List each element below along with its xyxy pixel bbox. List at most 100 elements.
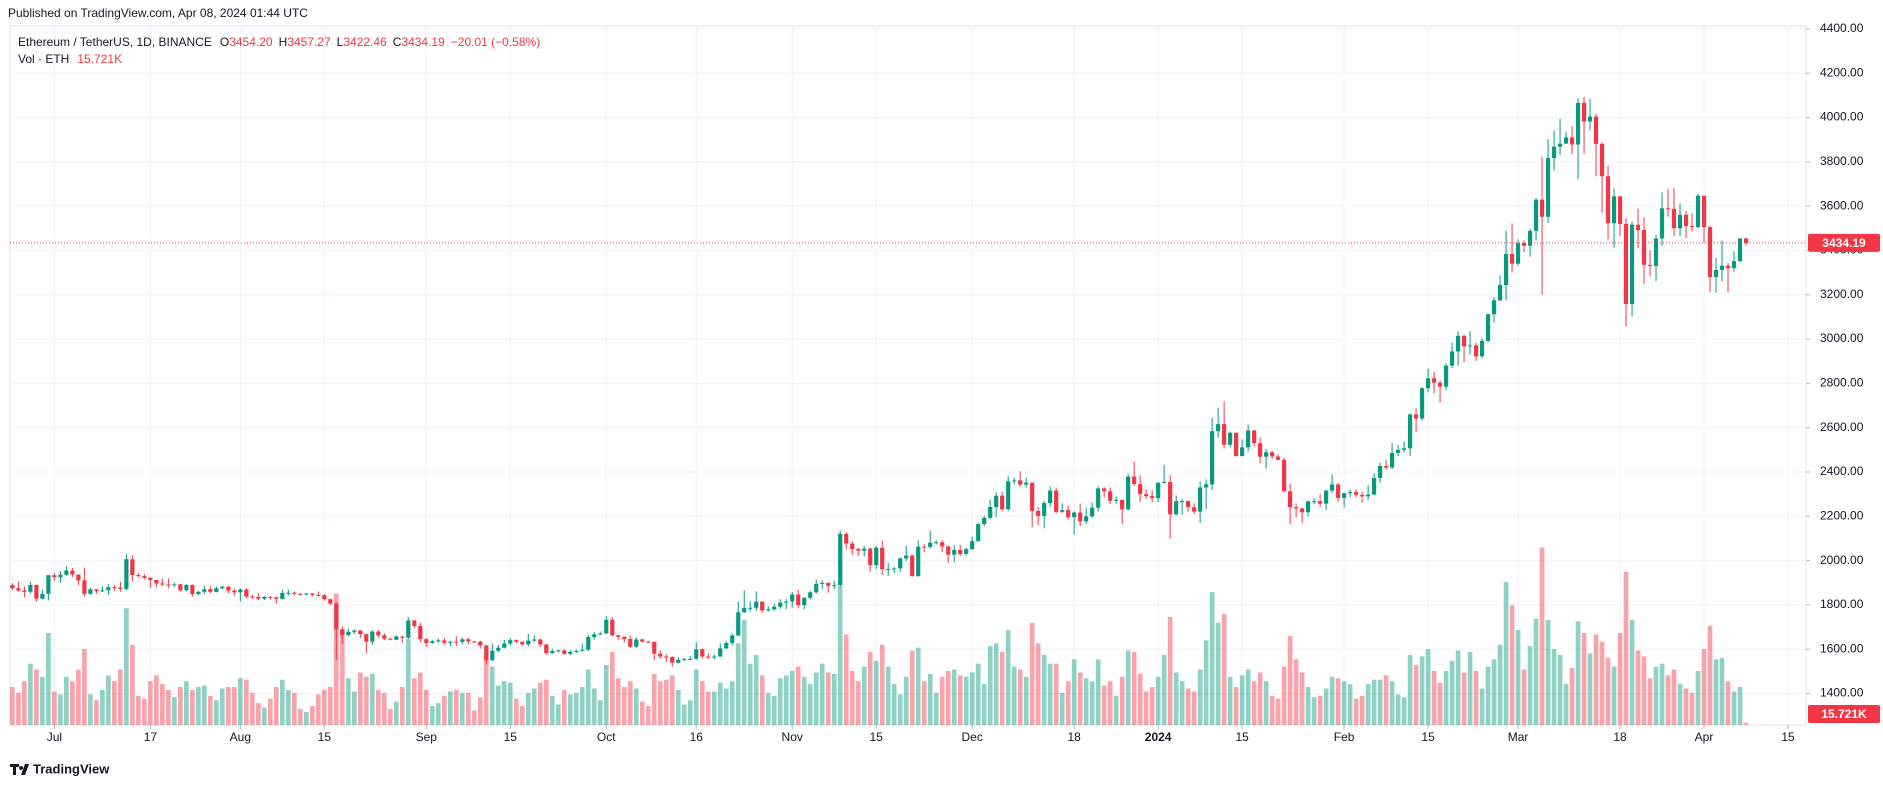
legend-volume: Vol · ETH 15.721K bbox=[18, 51, 540, 68]
candle-body bbox=[520, 641, 525, 645]
candle-body bbox=[1689, 226, 1695, 228]
volume-bar bbox=[783, 675, 789, 725]
candle-body bbox=[262, 596, 267, 599]
volume-bar bbox=[1017, 669, 1023, 725]
volume-bar bbox=[447, 691, 453, 725]
candle-body bbox=[1611, 196, 1617, 224]
volume-bar bbox=[1335, 678, 1341, 725]
candle-body bbox=[718, 648, 723, 657]
ohlc-key: L bbox=[336, 35, 344, 49]
candle-body bbox=[1593, 116, 1599, 144]
volume-bar bbox=[1215, 622, 1221, 725]
volume-bar bbox=[1281, 666, 1287, 725]
volume-bar bbox=[1743, 722, 1749, 725]
volume-bar bbox=[1365, 684, 1371, 725]
x-tick-label: 15 bbox=[1235, 730, 1249, 744]
candle-body bbox=[1276, 456, 1281, 460]
volume-bar bbox=[507, 682, 513, 725]
volume-bar bbox=[1497, 644, 1503, 725]
candle-body bbox=[982, 517, 987, 525]
volume-bar bbox=[142, 698, 147, 725]
volume-bar bbox=[609, 652, 615, 725]
volume-bar bbox=[981, 684, 987, 725]
candle-body bbox=[448, 641, 453, 643]
volume-bar bbox=[309, 706, 315, 725]
legend: Ethereum / TetherUS, 1D, BINANCE O3454.20… bbox=[18, 34, 540, 68]
volume-bar bbox=[1509, 605, 1515, 725]
candle-body bbox=[1228, 432, 1233, 445]
volume-bar bbox=[921, 681, 927, 725]
volume-bar bbox=[136, 695, 141, 725]
candle-body bbox=[1060, 510, 1065, 512]
candle-body bbox=[76, 574, 81, 581]
candle-body bbox=[1270, 452, 1275, 457]
candle-body bbox=[1018, 480, 1023, 485]
candle-body bbox=[826, 582, 831, 586]
candle-body bbox=[1258, 443, 1263, 457]
candle-body bbox=[316, 594, 321, 596]
candle-body bbox=[1324, 490, 1329, 504]
volume-bar bbox=[831, 673, 837, 725]
volume-bar bbox=[1005, 630, 1011, 725]
volume-bar bbox=[1449, 660, 1455, 725]
candle-body bbox=[1264, 452, 1269, 457]
volume-bar bbox=[1119, 676, 1125, 725]
candle-body bbox=[310, 593, 315, 595]
candle-body bbox=[1066, 510, 1071, 518]
volume-bar bbox=[184, 681, 189, 725]
candle-body bbox=[1551, 146, 1557, 159]
candle-body bbox=[46, 575, 51, 594]
candle-body bbox=[466, 639, 471, 642]
x-tick-label: Aug bbox=[230, 730, 251, 744]
candle-body bbox=[646, 641, 651, 643]
y-tick-label: 1400.00 bbox=[1820, 686, 1864, 700]
volume-bar bbox=[861, 666, 867, 725]
volume-bar bbox=[1293, 659, 1299, 725]
candle-body bbox=[1557, 143, 1563, 147]
candle-body bbox=[1419, 388, 1425, 419]
candle-body bbox=[1665, 208, 1671, 210]
candle-body bbox=[946, 546, 951, 555]
candle-body bbox=[10, 584, 15, 589]
volume-bar bbox=[1131, 652, 1137, 725]
candle-body bbox=[1180, 501, 1185, 503]
candle-body bbox=[430, 641, 435, 644]
volume-bar bbox=[1035, 643, 1041, 725]
candle-body bbox=[124, 559, 129, 589]
candle-body bbox=[676, 659, 681, 663]
volume-bar bbox=[1671, 669, 1677, 725]
candle-body bbox=[1671, 208, 1677, 229]
volume-bar bbox=[711, 691, 717, 725]
candle-body bbox=[928, 542, 933, 547]
ohlc-value: 3434.19 bbox=[401, 35, 445, 49]
volume-bar bbox=[603, 665, 609, 725]
candle-body bbox=[736, 612, 741, 636]
volume-bar bbox=[729, 681, 735, 725]
candle-body bbox=[58, 574, 63, 578]
volume-bar bbox=[1101, 685, 1107, 725]
candle-body bbox=[1449, 351, 1455, 366]
candle-body bbox=[1701, 195, 1707, 228]
candle-body bbox=[892, 568, 897, 570]
candle-body bbox=[1144, 494, 1149, 497]
volume-bar bbox=[40, 676, 45, 725]
volume-bar bbox=[1491, 659, 1497, 725]
volume-bar bbox=[849, 670, 855, 725]
volume-bar bbox=[52, 691, 57, 725]
volume-bar bbox=[411, 678, 417, 725]
volume-bar bbox=[669, 675, 675, 725]
x-tick-label: Nov bbox=[782, 730, 803, 744]
candle-body bbox=[724, 643, 729, 649]
candle-body bbox=[862, 548, 867, 551]
volume-bar bbox=[262, 707, 267, 725]
volume-bar bbox=[154, 675, 159, 725]
volume-bar bbox=[651, 673, 657, 725]
candle-body bbox=[1377, 466, 1383, 478]
volume-bar bbox=[1341, 681, 1347, 725]
volume-bar bbox=[723, 688, 729, 725]
candle-body bbox=[1162, 481, 1167, 483]
volume-bar bbox=[1425, 649, 1431, 725]
volume-bar bbox=[825, 672, 831, 725]
volume-bar bbox=[1521, 669, 1527, 725]
candle-body bbox=[1192, 507, 1197, 512]
